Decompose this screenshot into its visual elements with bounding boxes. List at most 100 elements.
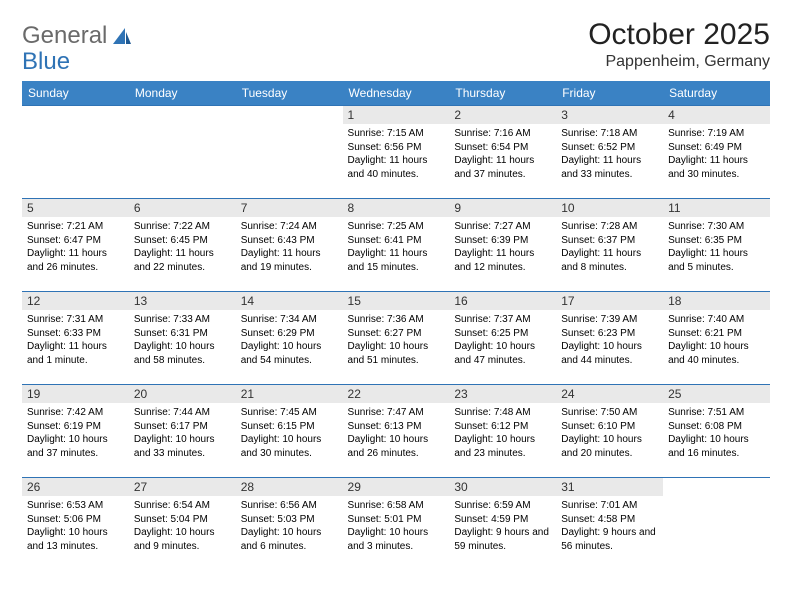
sunset-text: Sunset: 6:49 PM bbox=[668, 141, 765, 155]
calendar-table: Sunday Monday Tuesday Wednesday Thursday… bbox=[22, 81, 770, 570]
day-number: 27 bbox=[129, 478, 236, 496]
sunrise-text: Sunrise: 7:31 AM bbox=[27, 313, 124, 327]
weekday-header: Monday bbox=[129, 81, 236, 106]
day-number: 4 bbox=[663, 106, 770, 124]
day-info: Sunrise: 7:51 AMSunset: 6:08 PMDaylight:… bbox=[663, 403, 770, 462]
sunrise-text: Sunrise: 7:33 AM bbox=[134, 313, 231, 327]
day-number: 14 bbox=[236, 292, 343, 310]
day-info: Sunrise: 7:48 AMSunset: 6:12 PMDaylight:… bbox=[449, 403, 556, 462]
sunset-text: Sunset: 6:45 PM bbox=[134, 234, 231, 248]
daylight-text: Daylight: 11 hours and 33 minutes. bbox=[561, 154, 658, 181]
day-info: Sunrise: 6:58 AMSunset: 5:01 PMDaylight:… bbox=[343, 496, 450, 555]
sunrise-text: Sunrise: 7:40 AM bbox=[668, 313, 765, 327]
sunrise-text: Sunrise: 7:37 AM bbox=[454, 313, 551, 327]
sunset-text: Sunset: 6:12 PM bbox=[454, 420, 551, 434]
day-number: 23 bbox=[449, 385, 556, 403]
sunrise-text: Sunrise: 7:51 AM bbox=[668, 406, 765, 420]
daylight-text: Daylight: 10 hours and 13 minutes. bbox=[27, 526, 124, 553]
sunset-text: Sunset: 6:37 PM bbox=[561, 234, 658, 248]
sunrise-text: Sunrise: 6:54 AM bbox=[134, 499, 231, 513]
day-info: Sunrise: 7:21 AMSunset: 6:47 PMDaylight:… bbox=[22, 217, 129, 276]
day-info: Sunrise: 7:15 AMSunset: 6:56 PMDaylight:… bbox=[343, 124, 450, 183]
sunrise-text: Sunrise: 7:16 AM bbox=[454, 127, 551, 141]
calendar-day-cell: 2Sunrise: 7:16 AMSunset: 6:54 PMDaylight… bbox=[449, 106, 556, 199]
daylight-text: Daylight: 10 hours and 40 minutes. bbox=[668, 340, 765, 367]
calendar-day-cell: 12Sunrise: 7:31 AMSunset: 6:33 PMDayligh… bbox=[22, 292, 129, 385]
daylight-text: Daylight: 11 hours and 15 minutes. bbox=[348, 247, 445, 274]
sunrise-text: Sunrise: 7:22 AM bbox=[134, 220, 231, 234]
calendar-day-cell: 16Sunrise: 7:37 AMSunset: 6:25 PMDayligh… bbox=[449, 292, 556, 385]
sunrise-text: Sunrise: 7:27 AM bbox=[454, 220, 551, 234]
day-number: 22 bbox=[343, 385, 450, 403]
sunrise-text: Sunrise: 7:25 AM bbox=[348, 220, 445, 234]
daylight-text: Daylight: 10 hours and 37 minutes. bbox=[27, 433, 124, 460]
sunset-text: Sunset: 5:06 PM bbox=[27, 513, 124, 527]
sunrise-text: Sunrise: 7:28 AM bbox=[561, 220, 658, 234]
daylight-text: Daylight: 10 hours and 16 minutes. bbox=[668, 433, 765, 460]
calendar-day-cell: 1Sunrise: 7:15 AMSunset: 6:56 PMDaylight… bbox=[343, 106, 450, 199]
day-info: Sunrise: 7:42 AMSunset: 6:19 PMDaylight:… bbox=[22, 403, 129, 462]
title-block: October 2025 Pappenheim, Germany bbox=[588, 18, 770, 71]
calendar-day-cell: 22Sunrise: 7:47 AMSunset: 6:13 PMDayligh… bbox=[343, 385, 450, 478]
daylight-text: Daylight: 11 hours and 12 minutes. bbox=[454, 247, 551, 274]
day-info: Sunrise: 7:50 AMSunset: 6:10 PMDaylight:… bbox=[556, 403, 663, 462]
daylight-text: Daylight: 11 hours and 1 minute. bbox=[27, 340, 124, 367]
calendar-day-cell: 6Sunrise: 7:22 AMSunset: 6:45 PMDaylight… bbox=[129, 199, 236, 292]
calendar-day-cell: 25Sunrise: 7:51 AMSunset: 6:08 PMDayligh… bbox=[663, 385, 770, 478]
calendar-day-cell bbox=[236, 106, 343, 199]
day-info: Sunrise: 7:31 AMSunset: 6:33 PMDaylight:… bbox=[22, 310, 129, 369]
calendar-week-row: 19Sunrise: 7:42 AMSunset: 6:19 PMDayligh… bbox=[22, 385, 770, 478]
day-info: Sunrise: 7:19 AMSunset: 6:49 PMDaylight:… bbox=[663, 124, 770, 183]
day-number: 17 bbox=[556, 292, 663, 310]
day-info: Sunrise: 7:34 AMSunset: 6:29 PMDaylight:… bbox=[236, 310, 343, 369]
calendar-day-cell: 30Sunrise: 6:59 AMSunset: 4:59 PMDayligh… bbox=[449, 478, 556, 571]
daylight-text: Daylight: 9 hours and 59 minutes. bbox=[454, 526, 551, 553]
sunrise-text: Sunrise: 7:18 AM bbox=[561, 127, 658, 141]
calendar-day-cell: 9Sunrise: 7:27 AMSunset: 6:39 PMDaylight… bbox=[449, 199, 556, 292]
sunset-text: Sunset: 6:43 PM bbox=[241, 234, 338, 248]
sunset-text: Sunset: 6:25 PM bbox=[454, 327, 551, 341]
day-number: 6 bbox=[129, 199, 236, 217]
day-number: 26 bbox=[22, 478, 129, 496]
day-number: 1 bbox=[343, 106, 450, 124]
sunset-text: Sunset: 5:03 PM bbox=[241, 513, 338, 527]
sunset-text: Sunset: 6:54 PM bbox=[454, 141, 551, 155]
sunset-text: Sunset: 6:47 PM bbox=[27, 234, 124, 248]
sunset-text: Sunset: 6:31 PM bbox=[134, 327, 231, 341]
day-number: 31 bbox=[556, 478, 663, 496]
sunrise-text: Sunrise: 7:36 AM bbox=[348, 313, 445, 327]
day-info: Sunrise: 7:16 AMSunset: 6:54 PMDaylight:… bbox=[449, 124, 556, 183]
sunrise-text: Sunrise: 7:30 AM bbox=[668, 220, 765, 234]
calendar-day-cell bbox=[129, 106, 236, 199]
calendar-day-cell: 5Sunrise: 7:21 AMSunset: 6:47 PMDaylight… bbox=[22, 199, 129, 292]
day-number: 5 bbox=[22, 199, 129, 217]
day-info: Sunrise: 7:01 AMSunset: 4:58 PMDaylight:… bbox=[556, 496, 663, 555]
day-number: 8 bbox=[343, 199, 450, 217]
sunset-text: Sunset: 6:23 PM bbox=[561, 327, 658, 341]
calendar-day-cell bbox=[663, 478, 770, 571]
day-info: Sunrise: 7:44 AMSunset: 6:17 PMDaylight:… bbox=[129, 403, 236, 462]
sunrise-text: Sunrise: 7:50 AM bbox=[561, 406, 658, 420]
sunset-text: Sunset: 6:15 PM bbox=[241, 420, 338, 434]
day-number: 19 bbox=[22, 385, 129, 403]
calendar-day-cell: 11Sunrise: 7:30 AMSunset: 6:35 PMDayligh… bbox=[663, 199, 770, 292]
calendar-day-cell: 7Sunrise: 7:24 AMSunset: 6:43 PMDaylight… bbox=[236, 199, 343, 292]
day-number: 15 bbox=[343, 292, 450, 310]
daylight-text: Daylight: 10 hours and 6 minutes. bbox=[241, 526, 338, 553]
day-info: Sunrise: 6:59 AMSunset: 4:59 PMDaylight:… bbox=[449, 496, 556, 555]
day-info: Sunrise: 7:25 AMSunset: 6:41 PMDaylight:… bbox=[343, 217, 450, 276]
day-info: Sunrise: 7:22 AMSunset: 6:45 PMDaylight:… bbox=[129, 217, 236, 276]
day-info: Sunrise: 7:39 AMSunset: 6:23 PMDaylight:… bbox=[556, 310, 663, 369]
weekday-header: Friday bbox=[556, 81, 663, 106]
day-number: 29 bbox=[343, 478, 450, 496]
calendar-day-cell: 19Sunrise: 7:42 AMSunset: 6:19 PMDayligh… bbox=[22, 385, 129, 478]
daylight-text: Daylight: 11 hours and 19 minutes. bbox=[241, 247, 338, 274]
logo-text-general: General bbox=[22, 22, 107, 50]
sunset-text: Sunset: 6:13 PM bbox=[348, 420, 445, 434]
weekday-header: Wednesday bbox=[343, 81, 450, 106]
day-info: Sunrise: 7:37 AMSunset: 6:25 PMDaylight:… bbox=[449, 310, 556, 369]
logo-text-blue: Blue bbox=[22, 48, 70, 76]
calendar-day-cell: 21Sunrise: 7:45 AMSunset: 6:15 PMDayligh… bbox=[236, 385, 343, 478]
day-number: 24 bbox=[556, 385, 663, 403]
day-number: 3 bbox=[556, 106, 663, 124]
